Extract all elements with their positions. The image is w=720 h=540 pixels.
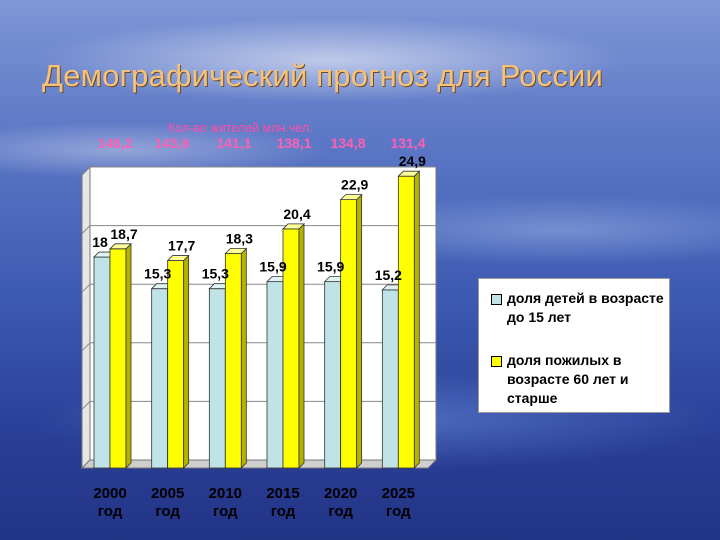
bar-elderly-side xyxy=(183,254,190,469)
data-label-elderly: 22,9 xyxy=(341,177,368,193)
data-label-children: 15,9 xyxy=(259,259,286,275)
population-value: 141,1 xyxy=(216,135,252,151)
plot-side-wall xyxy=(81,165,91,470)
legend-item-children: доля детей в возрасте до 15 лет xyxy=(491,289,667,327)
data-label-children: 15,9 xyxy=(317,259,344,275)
bar-elderly xyxy=(167,260,185,469)
data-label-elderly: 18,3 xyxy=(226,231,253,247)
x-tick-label: 2025 год xyxy=(381,485,416,520)
bar-elderly-top xyxy=(397,170,421,177)
data-label-elderly: 20,4 xyxy=(283,206,310,222)
bar-elderly-side xyxy=(413,170,420,469)
bar-elderly-side xyxy=(125,242,132,469)
bar-elderly-top xyxy=(339,194,363,201)
gridline xyxy=(81,225,436,234)
bar-elderly xyxy=(224,253,242,469)
data-label-elderly: 18,7 xyxy=(110,226,137,242)
bar-children xyxy=(266,281,284,469)
bar-elderly xyxy=(397,175,415,469)
bar-elderly-side xyxy=(240,247,247,469)
data-label-elderly: 17,7 xyxy=(168,238,195,254)
data-label-children: 15,3 xyxy=(144,266,171,282)
x-tick-label: 2020 год xyxy=(323,485,358,520)
gridline xyxy=(81,283,436,293)
population-value: 143,6 xyxy=(154,135,190,151)
legend-swatch-elderly xyxy=(491,356,502,367)
legend-swatch-children xyxy=(491,294,502,305)
population-caption: Кол-во жителей млн.чел. xyxy=(168,121,313,135)
legend-label-elderly: доля пожилых в возрасте 60 лет и старше xyxy=(507,352,629,406)
bar-elderly-top xyxy=(166,255,190,261)
data-label-children: 18 xyxy=(92,234,108,250)
bar-elderly-top xyxy=(224,248,248,254)
bar-children xyxy=(208,288,226,469)
population-value: 146,2 xyxy=(97,135,133,151)
slide-title: Демографический прогноз для России xyxy=(42,58,604,93)
bar-elderly-top xyxy=(282,223,305,230)
population-value: 131,4 xyxy=(390,135,426,151)
bar-elderly xyxy=(340,199,358,469)
population-value: 134,8 xyxy=(330,135,366,151)
x-tick-label: 2000 год xyxy=(93,485,127,520)
bar-children xyxy=(381,289,399,469)
bar-elderly-side xyxy=(298,222,305,469)
bar-elderly-side xyxy=(356,193,363,469)
bar-children xyxy=(324,281,342,469)
bar-children xyxy=(93,256,111,469)
legend-item-elderly: доля пожилых в возрасте 60 лет и старше xyxy=(491,351,667,408)
gridline xyxy=(81,166,436,176)
gridline xyxy=(81,342,436,352)
data-label-elderly: 24,9 xyxy=(399,153,426,169)
data-label-children: 15,3 xyxy=(202,266,229,282)
x-tick-label: 2015 год xyxy=(266,485,300,520)
gridline xyxy=(81,400,436,410)
population-value: 138,1 xyxy=(276,135,312,151)
x-tick-label: 2005 год xyxy=(150,485,185,520)
chart-legend: доля детей в возрасте до 15 лет доля пож… xyxy=(478,278,670,413)
bar-elderly xyxy=(109,248,127,469)
legend-label-children: доля детей в возрасте до 15 лет xyxy=(507,290,664,325)
x-tick-label: 2010 год xyxy=(208,485,243,520)
bar-children xyxy=(151,288,169,469)
bar-elderly-top xyxy=(109,243,132,250)
data-label-children: 15,2 xyxy=(375,267,402,283)
